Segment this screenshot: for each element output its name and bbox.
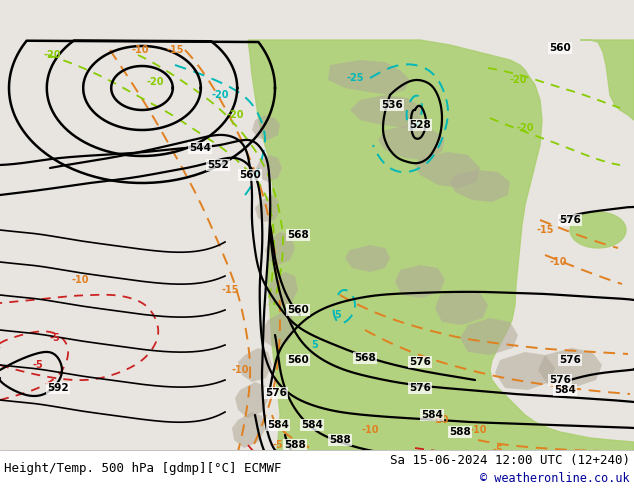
Polygon shape [267, 272, 298, 308]
Text: 588: 588 [329, 435, 351, 445]
Text: -5: -5 [273, 440, 283, 450]
Polygon shape [395, 265, 445, 298]
Text: -5: -5 [49, 333, 60, 343]
Text: 568: 568 [354, 353, 376, 363]
Text: -15: -15 [166, 45, 184, 55]
Text: -20: -20 [211, 90, 229, 100]
Text: 576: 576 [409, 357, 431, 367]
Text: 576: 576 [549, 375, 571, 385]
Text: -10: -10 [431, 415, 449, 425]
Polygon shape [232, 412, 265, 448]
Text: -5: -5 [314, 455, 325, 465]
Polygon shape [415, 152, 480, 188]
Text: 592: 592 [47, 383, 69, 393]
Bar [0, 450, 634, 490]
Polygon shape [255, 155, 282, 182]
Polygon shape [538, 348, 602, 388]
Text: 576: 576 [265, 388, 287, 398]
Text: -15: -15 [536, 225, 553, 235]
Text: 576: 576 [409, 383, 431, 393]
Text: 576: 576 [559, 355, 581, 365]
Text: 10: 10 [383, 455, 397, 465]
Polygon shape [328, 60, 410, 95]
Polygon shape [580, 40, 634, 120]
Text: -20: -20 [43, 50, 61, 60]
Text: -10: -10 [71, 275, 89, 285]
Text: -15: -15 [221, 285, 239, 295]
Polygon shape [0, 40, 634, 490]
Text: -20: -20 [509, 75, 527, 85]
Polygon shape [350, 95, 422, 128]
Text: -20: -20 [226, 110, 243, 120]
Text: -10: -10 [469, 425, 487, 435]
Text: 5: 5 [335, 310, 341, 320]
Polygon shape [495, 352, 555, 390]
Text: -20: -20 [146, 77, 164, 87]
Polygon shape [235, 382, 268, 418]
Text: -5: -5 [413, 455, 424, 465]
Text: 560: 560 [549, 43, 571, 53]
Text: 536: 536 [381, 100, 403, 110]
Polygon shape [252, 115, 280, 140]
Text: -5: -5 [493, 445, 503, 455]
Text: 584: 584 [267, 420, 289, 430]
Text: © weatheronline.co.uk: © weatheronline.co.uk [481, 471, 630, 485]
Text: -5: -5 [32, 360, 43, 370]
Text: 544: 544 [189, 143, 211, 153]
Text: 560: 560 [287, 355, 309, 365]
Text: -10: -10 [361, 425, 378, 435]
Text: -25: -25 [346, 73, 364, 83]
Polygon shape [460, 318, 518, 355]
Text: 584: 584 [301, 420, 323, 430]
Text: 576: 576 [559, 215, 581, 225]
Text: 5: 5 [312, 340, 318, 350]
Polygon shape [345, 245, 390, 272]
Text: 568: 568 [287, 230, 309, 240]
Text: 588: 588 [284, 440, 306, 450]
Text: 552: 552 [207, 160, 229, 170]
Text: -10: -10 [231, 365, 249, 375]
Polygon shape [255, 195, 280, 222]
Text: -20: -20 [516, 123, 534, 133]
Polygon shape [265, 232, 295, 265]
Text: Sa 15-06-2024 12:00 UTC (12+240): Sa 15-06-2024 12:00 UTC (12+240) [390, 454, 630, 466]
Text: 584: 584 [421, 410, 443, 420]
Text: Height/Temp. 500 hPa [gdmp][°C] ECMWF: Height/Temp. 500 hPa [gdmp][°C] ECMWF [4, 462, 281, 474]
Text: 584: 584 [554, 385, 576, 395]
Polygon shape [435, 290, 488, 325]
Text: 528: 528 [409, 120, 431, 130]
Text: -10: -10 [549, 257, 567, 267]
Text: 560: 560 [239, 170, 261, 180]
Polygon shape [450, 170, 510, 202]
Text: -10: -10 [131, 45, 149, 55]
Polygon shape [378, 125, 445, 160]
Polygon shape [238, 348, 272, 382]
Polygon shape [262, 312, 295, 348]
Text: 560: 560 [287, 305, 309, 315]
Polygon shape [570, 212, 626, 248]
Text: 588: 588 [449, 427, 471, 437]
